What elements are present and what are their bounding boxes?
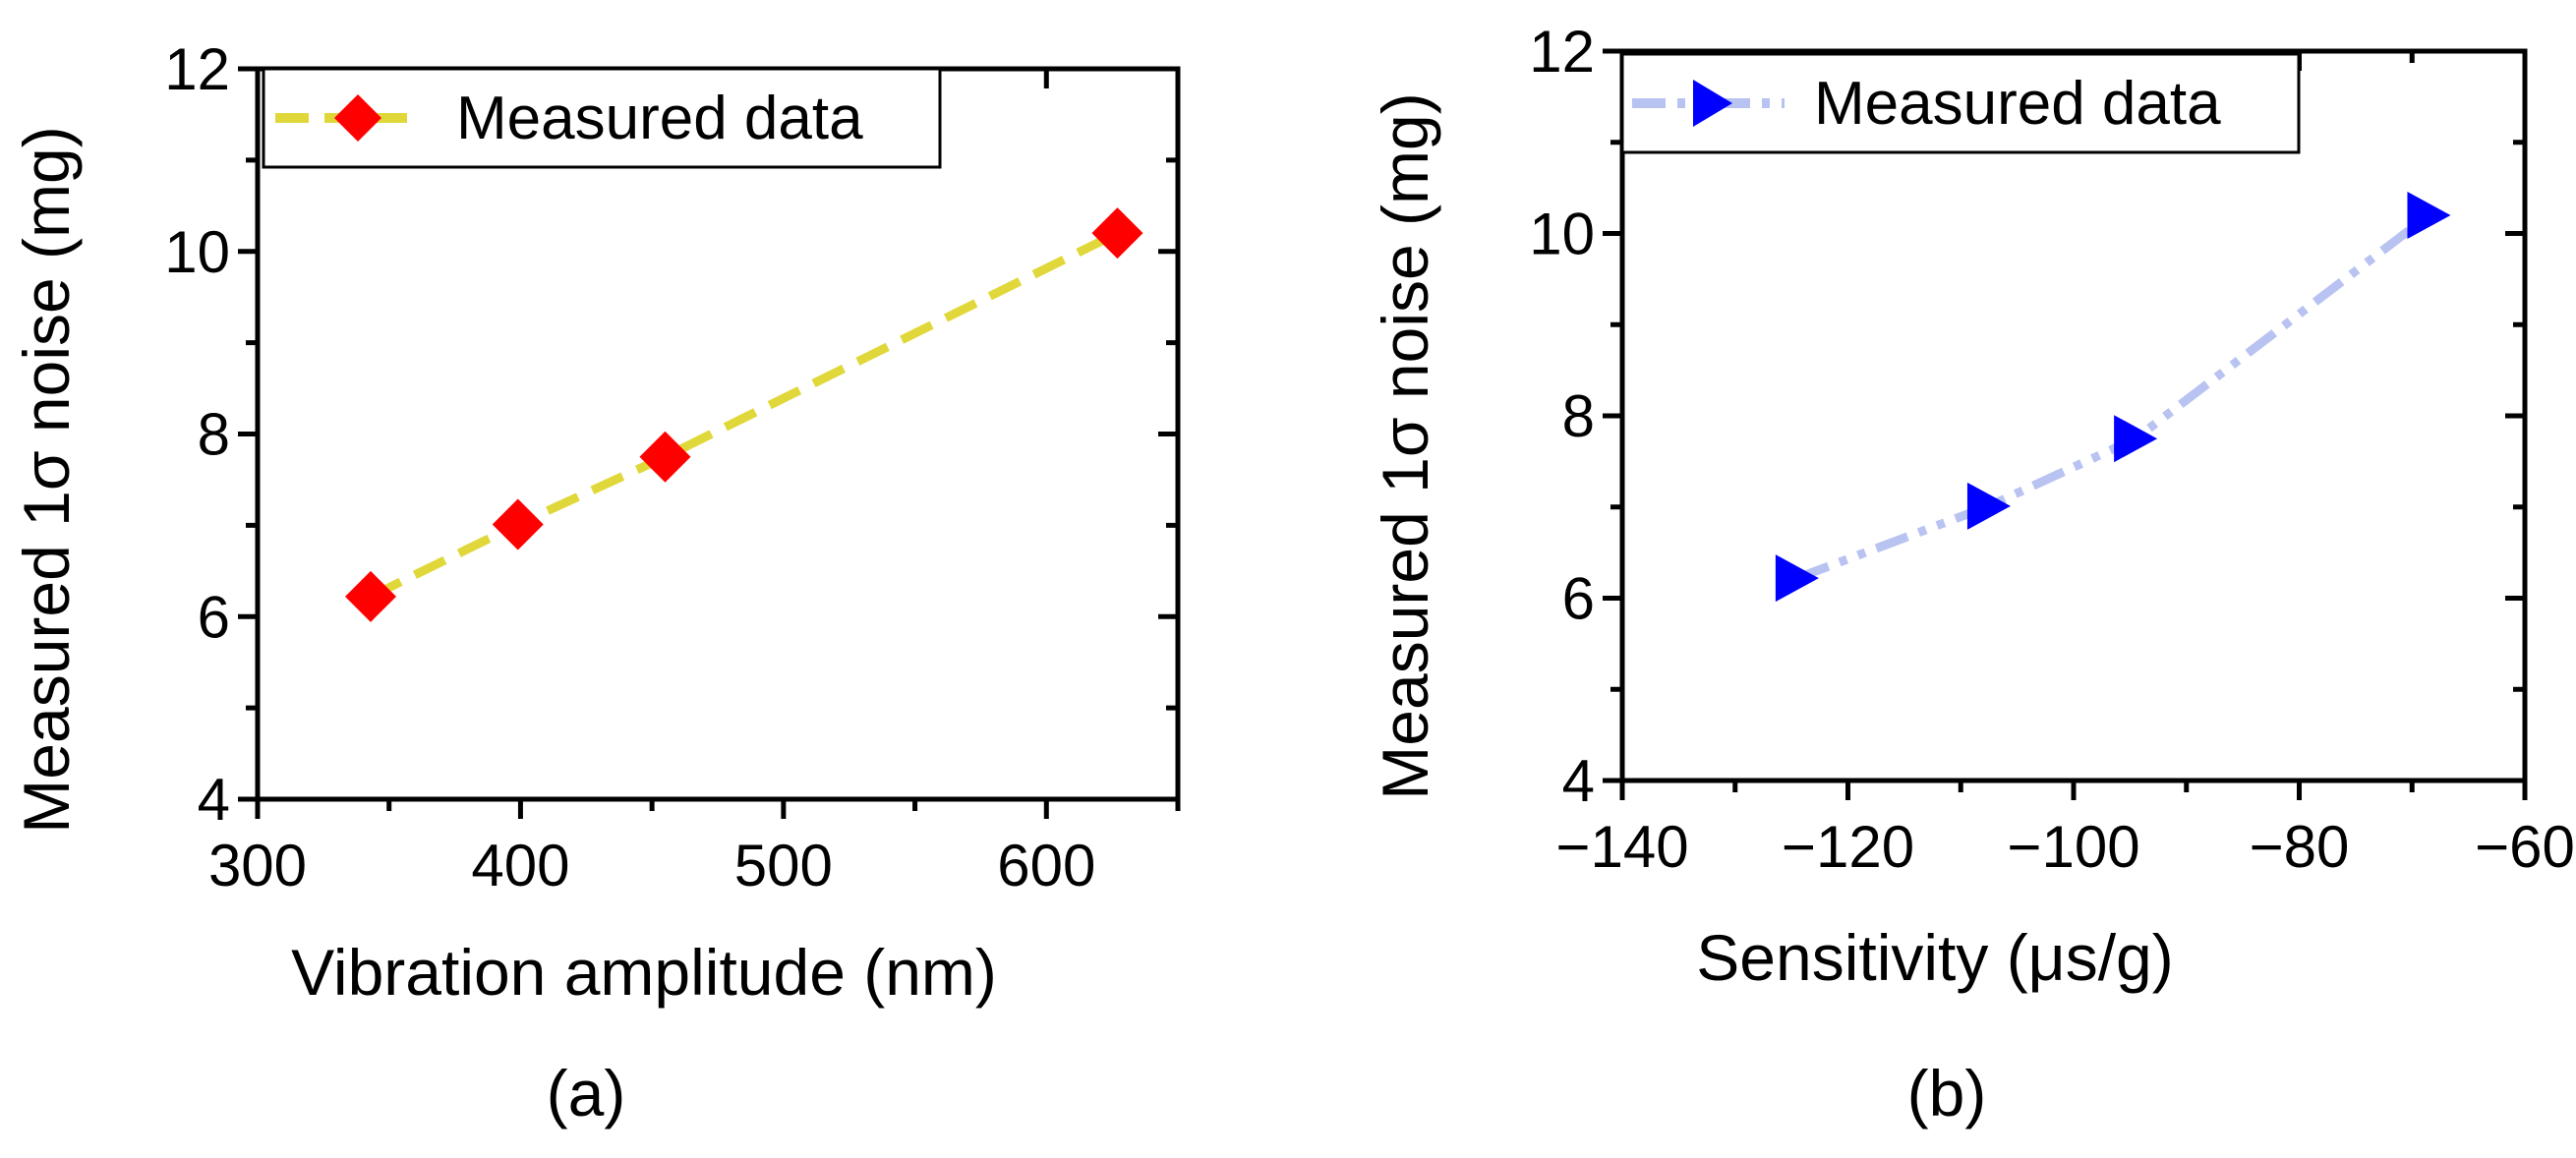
panel-a-plot-frame — [255, 66, 1181, 802]
panel-b-data-point — [2407, 191, 2451, 239]
panel-a-x-tick-label: 600 — [997, 833, 1095, 898]
panel-b-legend-label: Measured data — [1814, 70, 2221, 138]
panel-b-x-tick-label: −60 — [2475, 814, 2575, 880]
panel-a-x-tick-label: 400 — [471, 833, 569, 898]
panel-b-y-tick-label: 12 — [1529, 19, 1595, 85]
panel-b: Measured 1σ noise (mg) Sensitivity (μs/g… — [1369, 19, 2575, 1129]
panel-a-data-point — [1091, 207, 1143, 260]
panel-b-x-axis-title: Sensitivity (μs/g) — [1696, 921, 2173, 994]
panel-a-data-point — [344, 570, 396, 622]
panel-b-data-point — [1966, 482, 2011, 530]
panel-b-x-tick-label: −80 — [2250, 814, 2350, 880]
panel-a-legend-marker — [334, 94, 381, 142]
panel-a-y-axis-title: Measured 1σ noise (mg) — [10, 126, 83, 833]
panel-a-y-tick-label: 10 — [164, 219, 230, 285]
panel-a-y-tick-label: 12 — [164, 36, 230, 102]
panel-b-x-tick-label: −120 — [1782, 814, 1914, 880]
panel-a-legend: Measured data — [262, 67, 942, 169]
panel-a-y-tick-label: 4 — [198, 767, 230, 833]
panel-b-plot-frame — [1619, 48, 2528, 783]
panel-a-x-axis-title: Vibration amplitude (nm) — [291, 936, 997, 1009]
panel-a-legend-label: Measured data — [456, 85, 863, 152]
panel-b-x-tick-label: −140 — [1555, 814, 1688, 880]
panel-a-y-tick-label: 8 — [198, 402, 230, 468]
panel-a-series-line — [369, 229, 1120, 601]
panel-b-y-axis-title: Measured 1σ noise (mg) — [1369, 92, 1441, 799]
panel-b-y-tick-label: 6 — [1562, 566, 1595, 632]
panel-a-label: (a) — [547, 1057, 626, 1129]
panel-b-label: (b) — [1907, 1057, 1987, 1129]
panel-a-data-point — [492, 498, 544, 550]
panel-b-y-tick-label: 8 — [1562, 383, 1595, 449]
panel-b-data-point — [2114, 415, 2158, 463]
panel-a-x-tick-label: 300 — [208, 833, 307, 898]
panel-a-y-tick-label: 6 — [198, 584, 230, 650]
panel-b-data-point — [1775, 554, 1819, 603]
panel-b-series-line — [1795, 211, 2432, 583]
panel-a-data-point — [639, 431, 691, 483]
panel-b-x-tick-label: −100 — [2007, 814, 2139, 880]
panel-a: Measured 1σ noise (mg) Vibration amplitu… — [10, 36, 1181, 1129]
panel-b-y-tick-label: 4 — [1562, 748, 1595, 814]
panel-b-legend: Measured data — [1620, 52, 2301, 154]
panel-a-x-tick-label: 500 — [734, 833, 833, 898]
panel-b-legend-marker — [1693, 80, 1732, 127]
panel-b-y-tick-label: 10 — [1529, 202, 1595, 267]
